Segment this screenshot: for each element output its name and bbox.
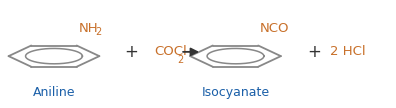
Text: 2: 2 (95, 27, 101, 37)
Text: Isocyanate: Isocyanate (202, 86, 270, 99)
Text: 2 HCl: 2 HCl (330, 45, 366, 58)
Text: COCl: COCl (154, 45, 187, 58)
Text: Aniline: Aniline (33, 86, 75, 99)
Text: +: + (124, 43, 138, 61)
Text: 2: 2 (177, 55, 184, 65)
Text: +: + (307, 43, 321, 61)
Text: NH: NH (79, 22, 98, 35)
Text: NCO: NCO (260, 22, 289, 35)
